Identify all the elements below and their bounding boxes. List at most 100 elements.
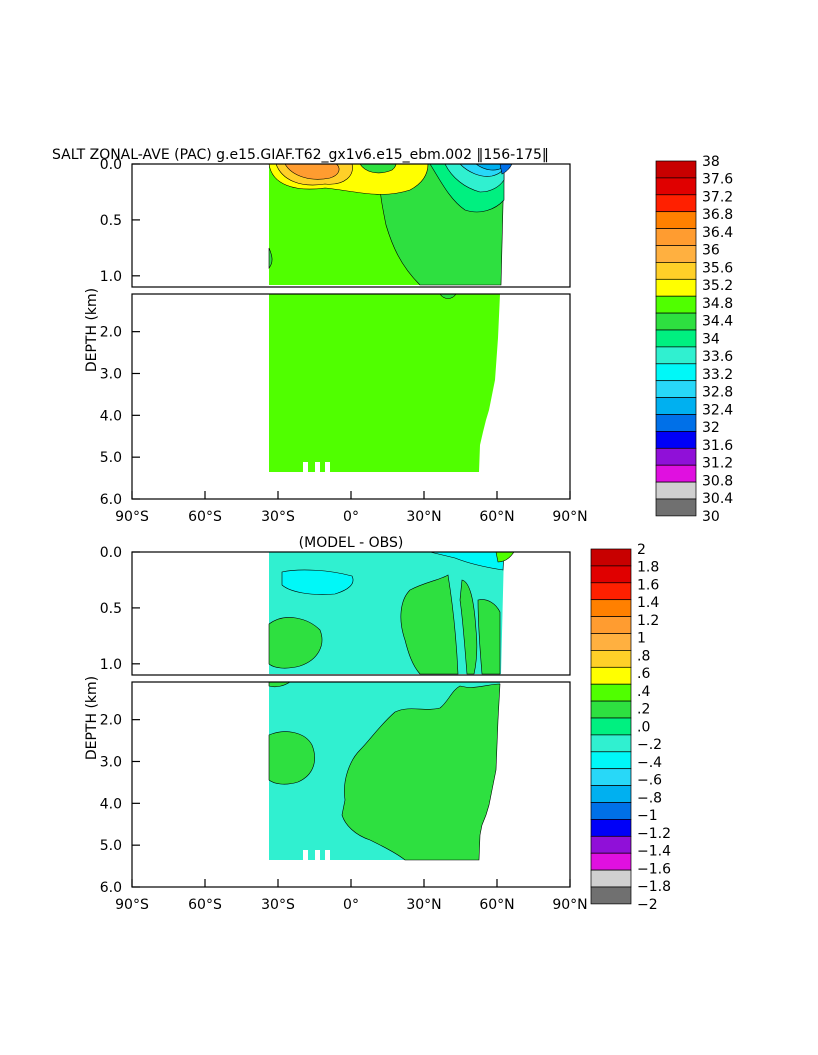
- y-tick-label: 0.5: [100, 601, 122, 617]
- colorbar-swatch: [655, 346, 697, 365]
- colorbar-swatch: [590, 852, 632, 871]
- colorbar-swatch: [590, 599, 632, 617]
- y-tick-label: 4.0: [100, 796, 122, 812]
- y-tick-label: 5.0: [100, 450, 122, 466]
- x-tick-label: 60°N: [479, 897, 514, 913]
- y-tick-label: 6.0: [100, 880, 122, 896]
- colorbar-label: 32.4: [702, 402, 733, 418]
- colorbar-swatch: [590, 650, 632, 668]
- colorbar-label: −1.2: [637, 826, 671, 842]
- colorbar-swatch: [590, 819, 632, 837]
- colorbar-swatch: [590, 886, 632, 905]
- colorbar-swatch: [655, 194, 697, 213]
- colorbar-label: −1.8: [637, 879, 671, 895]
- colorbar-label: 34.8: [702, 296, 733, 312]
- x-tick-label: 0°: [343, 509, 359, 525]
- colorbar-swatch: [655, 380, 697, 398]
- colorbar-swatch: [590, 835, 632, 854]
- colorbar-label: .4: [637, 684, 650, 700]
- colorbar-swatch: [590, 666, 632, 685]
- colorbar-swatch: [590, 717, 632, 736]
- panel-diff: (MODEL - OBS) 90°S 60°S 30°S 0° 30°N 60°N 90°N: [84, 535, 671, 913]
- y-tick-label: 2.0: [100, 325, 122, 341]
- y-tick-label: 3.0: [100, 754, 122, 770]
- y-tick-label: 0.0: [100, 157, 122, 173]
- salt-x-axis: 90°S 60°S 30°S 0° 30°N 60°N 90°N: [115, 491, 588, 525]
- colorbar-swatch: [655, 363, 697, 382]
- diff-lower-field: [268, 681, 501, 861]
- diff-x-axis: 90°S 60°S 30°S 0° 30°N 60°N 90°N: [115, 879, 588, 913]
- salt-upper-field: [268, 163, 513, 286]
- colorbar-label: 1: [637, 631, 646, 647]
- colorbar-swatch: [655, 447, 697, 466]
- colorbar-label: 32.8: [702, 385, 733, 401]
- colorbar-swatch: [655, 245, 697, 263]
- colorbar-swatch: [590, 785, 632, 803]
- x-tick-label: 90°N: [552, 897, 587, 913]
- salt-lower-field: [269, 293, 500, 473]
- diff-upper-frame: [131, 551, 571, 676]
- colorbar-swatch: [590, 751, 632, 770]
- y-tick-label: 0.5: [100, 213, 122, 229]
- x-tick-label: 60°S: [188, 897, 222, 913]
- colorbar-label: −1.6: [637, 861, 671, 877]
- colorbar-label: 36: [702, 243, 720, 259]
- colorbar-label: 33.6: [702, 349, 733, 365]
- diff-y-axis: 0.0 0.5 1.0 2.0 3.0 4.0 5.0 6.0: [100, 545, 140, 896]
- colorbar-label: −1: [637, 808, 658, 824]
- colorbar-label: 34: [702, 331, 720, 347]
- panel-1-title: SALT ZONAL-AVE (PAC) g.e15.GIAF.T62_gx1v…: [52, 147, 549, 163]
- colorbar-label: 2: [637, 542, 646, 558]
- y-tick-label: 3.0: [100, 366, 122, 382]
- x-tick-label: 30°N: [406, 509, 441, 525]
- x-tick-label: 60°S: [188, 509, 222, 525]
- x-tick-label: 90°N: [552, 509, 587, 525]
- colorbar-label: −2: [637, 897, 658, 913]
- colorbar-label: 35.6: [702, 260, 733, 276]
- colorbar-swatch: [655, 464, 697, 483]
- y-tick-label: 6.0: [100, 492, 122, 508]
- x-tick-label: 0°: [343, 897, 359, 913]
- colorbar-swatch: [655, 262, 697, 280]
- diff-y-label: DEPTH (km): [84, 676, 100, 760]
- colorbar-swatch: [655, 431, 697, 449]
- colorbar-swatch: [590, 734, 632, 753]
- colorbar-label: 37.6: [702, 172, 733, 188]
- x-tick-label: 30°S: [261, 897, 295, 913]
- colorbar-swatch: [655, 329, 697, 348]
- colorbar-label: −.2: [637, 737, 662, 753]
- colorbar-label: .8: [637, 648, 650, 664]
- colorbar-swatch: [590, 565, 632, 584]
- x-tick-label: 30°N: [406, 897, 441, 913]
- x-tick-label: 30°S: [261, 509, 295, 525]
- colorbar-label: 30.4: [702, 491, 733, 507]
- y-tick-label: 1.0: [100, 657, 122, 673]
- colorbar-swatch: [655, 498, 697, 517]
- colorbar-label: −.4: [637, 755, 662, 771]
- colorbar-swatch: [590, 683, 632, 702]
- x-tick-label: 90°S: [115, 897, 149, 913]
- colorbar-swatch: [655, 160, 697, 179]
- colorbar-label: 30: [702, 509, 720, 525]
- y-tick-label: 5.0: [100, 838, 122, 854]
- colorbar-swatch: [590, 548, 632, 567]
- colorbar-swatch: [590, 633, 632, 651]
- diff-upper-field: [268, 551, 515, 675]
- y-tick-label: 4.0: [100, 408, 122, 424]
- colorbar-label: 38: [702, 154, 720, 170]
- colorbar-label: .0: [637, 719, 650, 735]
- colorbar-swatch: [655, 295, 697, 314]
- diff-colorbar: 21.81.61.41.21.8.6.4.2.0−.2−.4−.6−.8−1−1…: [590, 542, 671, 913]
- salt-y-label: DEPTH (km): [84, 288, 100, 372]
- colorbar-label: −.6: [637, 773, 662, 789]
- colorbar-label: .2: [637, 702, 650, 718]
- colorbar-label: −1.4: [637, 844, 671, 860]
- colorbar-swatch: [655, 397, 697, 415]
- colorbar-swatch: [655, 211, 697, 229]
- colorbar-swatch: [590, 616, 632, 634]
- x-tick-label: 90°S: [115, 509, 149, 525]
- colorbar-label: 36.8: [702, 207, 733, 223]
- y-tick-label: 0.0: [100, 545, 122, 561]
